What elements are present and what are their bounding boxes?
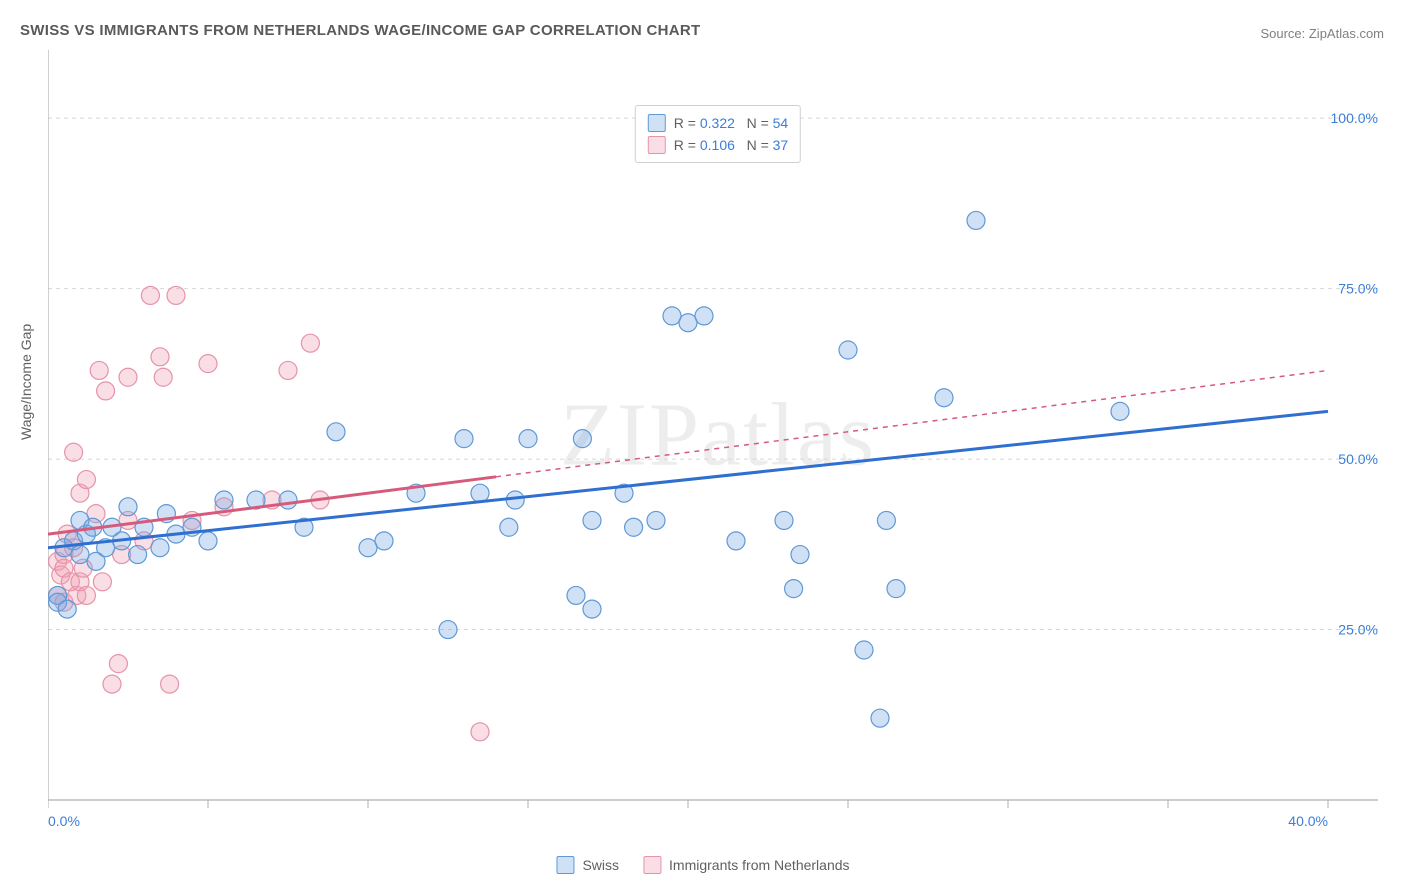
plot-area: ZIPatlas 25.0%50.0%75.0%100.0%0.0%40.0% … bbox=[48, 50, 1388, 830]
legend-label: Immigrants from Netherlands bbox=[669, 857, 850, 873]
svg-text:25.0%: 25.0% bbox=[1338, 622, 1378, 638]
legend-stats-row: R = 0.322 N = 54 bbox=[648, 112, 788, 134]
svg-text:50.0%: 50.0% bbox=[1338, 451, 1378, 467]
chart-svg: 25.0% 50.0% 75.0% 100.0% 0.0% 40.0% bbox=[48, 50, 1388, 830]
swatch-icon bbox=[556, 856, 574, 874]
svg-text:0.0%: 0.0% bbox=[48, 813, 80, 829]
svg-text:100.0%: 100.0% bbox=[1331, 110, 1378, 126]
legend-stats: R = 0.322 N = 54 R = 0.106 N = 37 bbox=[635, 105, 801, 163]
svg-text:75.0%: 75.0% bbox=[1338, 281, 1378, 297]
legend-series: Swiss Immigrants from Netherlands bbox=[556, 856, 849, 874]
source-label: Source: ZipAtlas.com bbox=[1260, 26, 1384, 41]
legend-item: Immigrants from Netherlands bbox=[643, 856, 850, 874]
swatch-icon bbox=[643, 856, 661, 874]
legend-label: Swiss bbox=[582, 857, 619, 873]
swatch-icon bbox=[648, 114, 666, 132]
swatch-icon bbox=[648, 136, 666, 154]
chart-title: SWISS VS IMMIGRANTS FROM NETHERLANDS WAG… bbox=[20, 22, 700, 39]
svg-text:40.0%: 40.0% bbox=[1288, 813, 1328, 829]
legend-stats-row: R = 0.106 N = 37 bbox=[648, 134, 788, 156]
legend-item: Swiss bbox=[556, 856, 619, 874]
chart-container: SWISS VS IMMIGRANTS FROM NETHERLANDS WAG… bbox=[0, 0, 1406, 892]
stat-r: R = 0.106 N = 37 bbox=[674, 134, 788, 156]
stat-r: R = 0.322 N = 54 bbox=[674, 112, 788, 134]
y-axis-label: Wage/Income Gap bbox=[18, 324, 34, 440]
